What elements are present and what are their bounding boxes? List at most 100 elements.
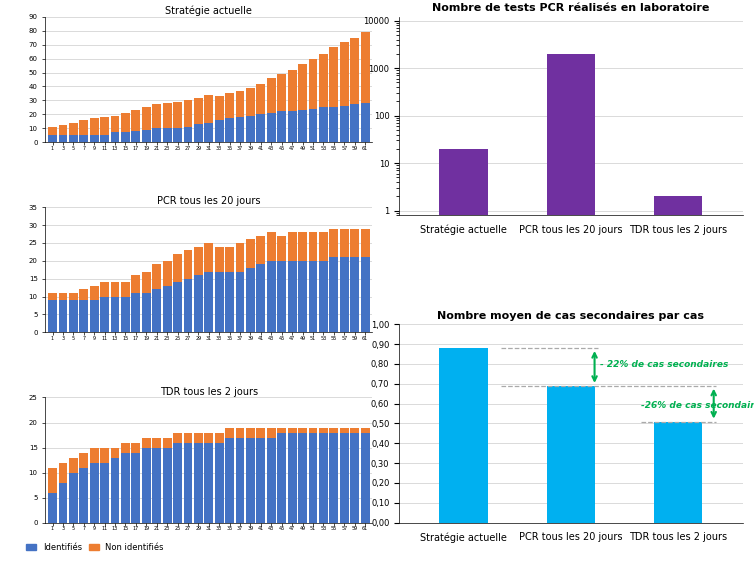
Bar xyxy=(225,428,234,438)
Bar xyxy=(319,55,328,107)
Bar xyxy=(236,438,244,523)
Bar xyxy=(90,300,99,332)
Bar xyxy=(69,293,78,300)
Bar xyxy=(79,452,88,468)
Bar xyxy=(69,457,78,473)
Bar xyxy=(48,468,57,493)
Bar xyxy=(298,64,307,110)
Bar xyxy=(69,135,78,142)
Title: Nombre moyen de cas secondaires par cas: Nombre moyen de cas secondaires par cas xyxy=(437,311,704,321)
Bar xyxy=(111,282,119,297)
Bar xyxy=(100,117,109,135)
Bar xyxy=(360,229,369,257)
Bar xyxy=(308,433,317,523)
Bar xyxy=(236,117,244,142)
Bar xyxy=(308,108,317,142)
Bar xyxy=(236,243,244,271)
Bar xyxy=(360,428,369,433)
Bar xyxy=(69,473,78,523)
Bar xyxy=(267,438,276,523)
Bar xyxy=(288,232,296,261)
Bar xyxy=(267,232,276,261)
Bar xyxy=(79,135,88,142)
Bar xyxy=(246,239,255,268)
Bar xyxy=(225,438,234,523)
Bar xyxy=(340,257,348,332)
Bar xyxy=(360,433,369,523)
Bar xyxy=(152,447,161,523)
Bar xyxy=(59,135,67,142)
Bar xyxy=(288,70,296,111)
Bar xyxy=(173,128,182,142)
Bar xyxy=(121,113,130,132)
Bar xyxy=(59,300,67,332)
Bar xyxy=(111,116,119,132)
Bar xyxy=(121,132,130,142)
Bar xyxy=(308,261,317,332)
Bar xyxy=(48,293,57,300)
Bar xyxy=(100,447,109,463)
Bar xyxy=(173,442,182,523)
Bar xyxy=(547,54,595,562)
Bar xyxy=(654,422,703,523)
Bar xyxy=(183,101,192,127)
Bar xyxy=(340,42,348,106)
Bar xyxy=(319,428,328,433)
Bar xyxy=(59,483,67,523)
Bar xyxy=(329,107,339,142)
Bar xyxy=(142,107,151,129)
Bar xyxy=(298,428,307,433)
Bar xyxy=(183,442,192,523)
Bar xyxy=(440,149,488,562)
Bar xyxy=(163,447,172,523)
Bar xyxy=(131,275,140,293)
Bar xyxy=(204,271,213,332)
Bar xyxy=(183,279,192,332)
Bar xyxy=(48,127,57,135)
Bar xyxy=(236,428,244,438)
Bar xyxy=(194,98,203,124)
Bar xyxy=(308,428,317,433)
Bar xyxy=(225,247,234,271)
Bar xyxy=(308,232,317,261)
Bar xyxy=(277,74,287,111)
Bar xyxy=(654,196,703,562)
Bar xyxy=(90,119,99,135)
Bar xyxy=(246,438,255,523)
Bar xyxy=(131,442,140,452)
Bar xyxy=(329,47,339,107)
Bar xyxy=(79,468,88,523)
Bar xyxy=(288,261,296,332)
Bar xyxy=(256,264,265,332)
Bar xyxy=(142,293,151,332)
Bar xyxy=(173,102,182,128)
Bar xyxy=(256,84,265,114)
Bar xyxy=(267,113,276,142)
Bar xyxy=(298,433,307,523)
Bar xyxy=(163,103,172,128)
Bar xyxy=(246,116,255,142)
Bar xyxy=(79,120,88,135)
Bar xyxy=(79,289,88,300)
Bar xyxy=(163,261,172,286)
Bar xyxy=(100,297,109,332)
Bar xyxy=(267,78,276,113)
Bar xyxy=(111,457,119,523)
Bar xyxy=(131,293,140,332)
Text: - 22% de cas secondaires: - 22% de cas secondaires xyxy=(600,360,728,369)
Bar xyxy=(351,229,359,257)
Bar xyxy=(225,119,234,142)
Bar xyxy=(329,433,339,523)
Bar xyxy=(288,433,296,523)
Bar xyxy=(194,442,203,523)
Bar xyxy=(351,257,359,332)
Bar xyxy=(215,433,224,442)
Bar xyxy=(48,493,57,523)
Bar xyxy=(152,128,161,142)
Bar xyxy=(340,433,348,523)
Title: PCR tous les 20 jours: PCR tous les 20 jours xyxy=(157,196,261,206)
Bar xyxy=(121,452,130,523)
Bar xyxy=(329,428,339,433)
Bar xyxy=(59,293,67,300)
Bar xyxy=(142,438,151,447)
